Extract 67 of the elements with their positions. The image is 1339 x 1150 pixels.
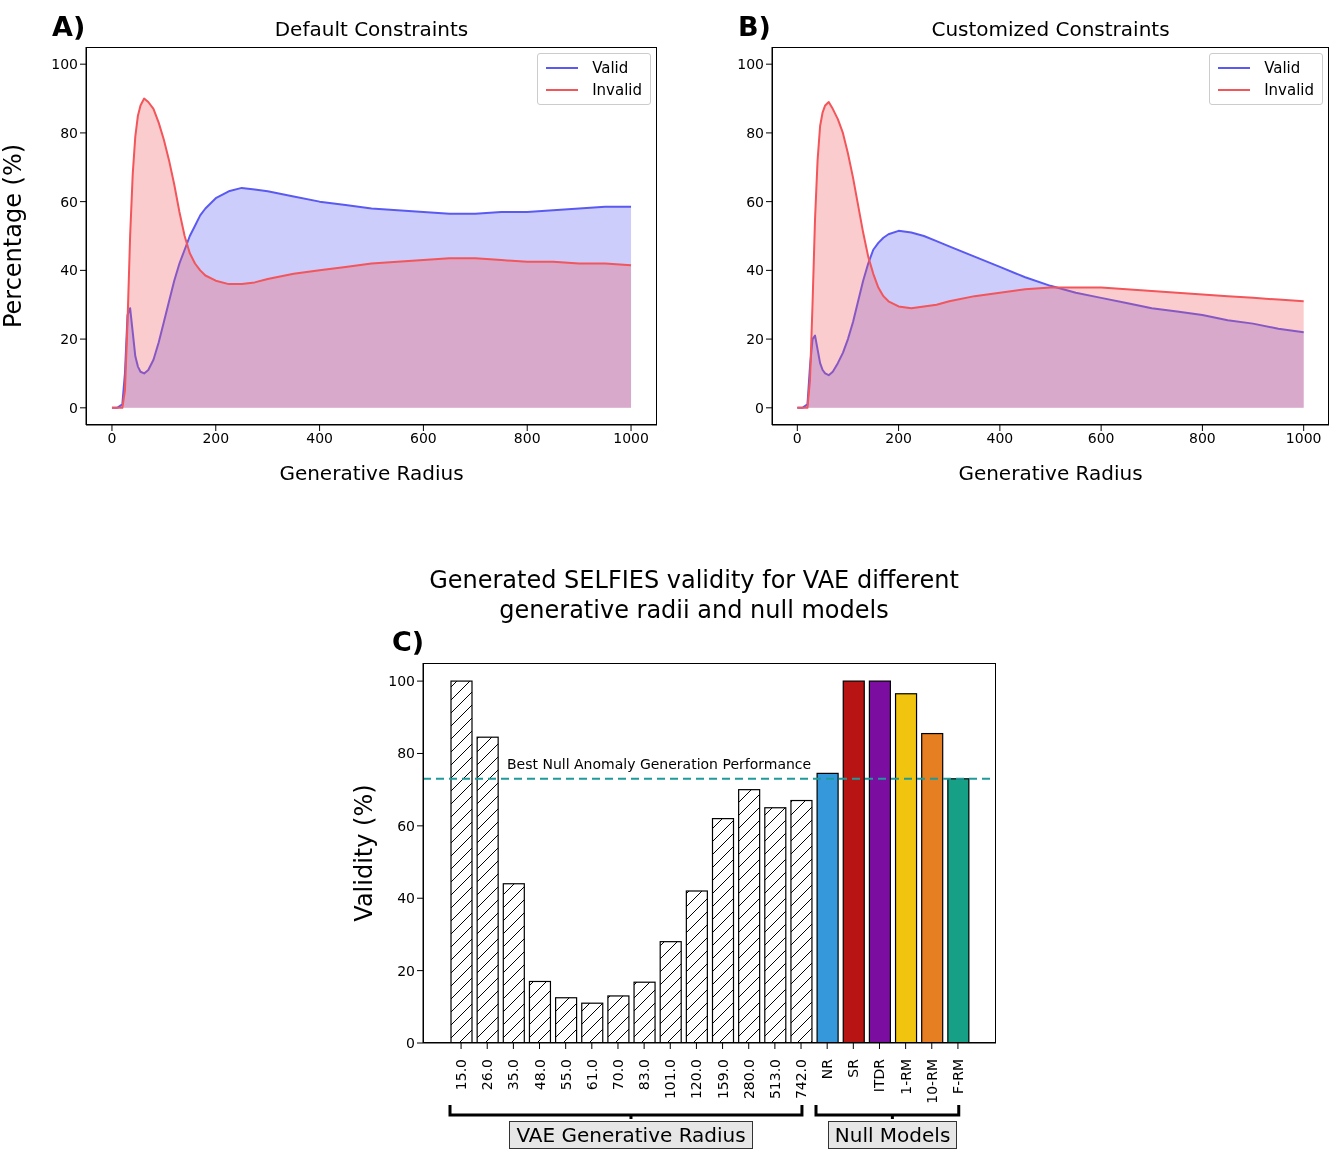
x-tick-label: 26.0 (479, 1059, 496, 1091)
x-tick-label: 800 (1189, 429, 1216, 446)
x-tick-label: 48.0 (531, 1059, 548, 1091)
y-tick-label: 80 (397, 745, 415, 762)
chart-title: Default Constraints (273, 17, 470, 41)
y-tick-label: 60 (60, 193, 78, 210)
y-tick-label: 100 (388, 673, 415, 690)
x-tick-label: 1-RM (897, 1059, 914, 1095)
x-tick-label: F-RM (949, 1059, 966, 1094)
legend-label: Valid (1264, 59, 1301, 77)
text: VAE Generative Radius (509, 1121, 753, 1149)
x-tick-label: 800 (513, 429, 541, 446)
x-tick-label: 15.0 (453, 1059, 470, 1091)
x-tick-label: 10-RM (923, 1059, 940, 1104)
y-tick-label: 60 (746, 193, 764, 210)
x-tick-label: 513.0 (766, 1059, 783, 1100)
y-tick-label: 0 (406, 1034, 415, 1051)
legend-label: Invalid (1264, 81, 1314, 99)
x-tick-label: 400 (986, 429, 1014, 446)
x-tick-label: 200 (885, 429, 912, 446)
x-tick-label: 1000 (1285, 429, 1322, 446)
x-tick-label: 1000 (613, 429, 649, 446)
x-tick-label: 400 (306, 429, 333, 446)
y-tick-label: 80 (60, 124, 78, 141)
chart-title: Generated SELFIES validity for VAE different generative radii and null models (428, 565, 960, 625)
chart-title: Customized Constraints (930, 17, 1171, 41)
y-tick-label: 20 (746, 331, 764, 348)
text: B) (738, 11, 771, 42)
x-axis-title: Generative Radius (958, 461, 1143, 485)
y-tick-label: 40 (397, 890, 415, 907)
text: Null Models (827, 1121, 958, 1149)
x-tick-label: ITDR (871, 1058, 888, 1093)
x-tick-label: 0 (107, 429, 117, 446)
x-tick-label: 55.0 (557, 1059, 574, 1091)
x-tick-label: 280.0 (740, 1059, 757, 1100)
x-tick-label: 159.0 (714, 1059, 731, 1100)
x-tick-label: 70.0 (609, 1059, 626, 1091)
x-tick-label: 600 (410, 429, 437, 446)
y-tick-label: 20 (397, 962, 415, 979)
y-axis-title: Validity (%) (350, 784, 378, 922)
x-tick-label: 120.0 (688, 1059, 705, 1100)
y-tick-label: 100 (737, 56, 764, 73)
y-tick-label: 0 (755, 399, 764, 416)
x-tick-label: 200 (202, 429, 230, 446)
y-tick-label: 40 (746, 262, 764, 279)
y-axis-title: Percentage (%) (0, 143, 27, 329)
x-tick-label: 35.0 (505, 1059, 522, 1091)
text: C) (392, 626, 425, 657)
legend-label: Invalid (592, 81, 642, 99)
y-tick-label: 100 (51, 56, 78, 73)
x-tick-label: NR (819, 1058, 836, 1080)
x-tick-label: 600 (1087, 429, 1115, 446)
y-tick-label: 0 (69, 399, 78, 416)
y-tick-label: 60 (397, 817, 415, 834)
x-tick-label: 83.0 (636, 1059, 653, 1091)
x-tick-label: 61.0 (583, 1059, 600, 1091)
x-tick-label: 101.0 (662, 1059, 679, 1100)
y-tick-label: 20 (60, 331, 78, 348)
x-tick-label: 742.0 (793, 1059, 810, 1100)
x-axis-title: Generative Radius (279, 461, 464, 485)
y-tick-label: 80 (746, 124, 764, 141)
y-tick-label: 40 (60, 262, 78, 279)
x-tick-label: 0 (792, 429, 802, 446)
legend-label: Valid (592, 59, 629, 77)
x-tick-label: SR (845, 1058, 862, 1078)
text: A) (52, 11, 86, 42)
ref-line-label: Best Null Anomaly Generation Performance (507, 755, 812, 772)
